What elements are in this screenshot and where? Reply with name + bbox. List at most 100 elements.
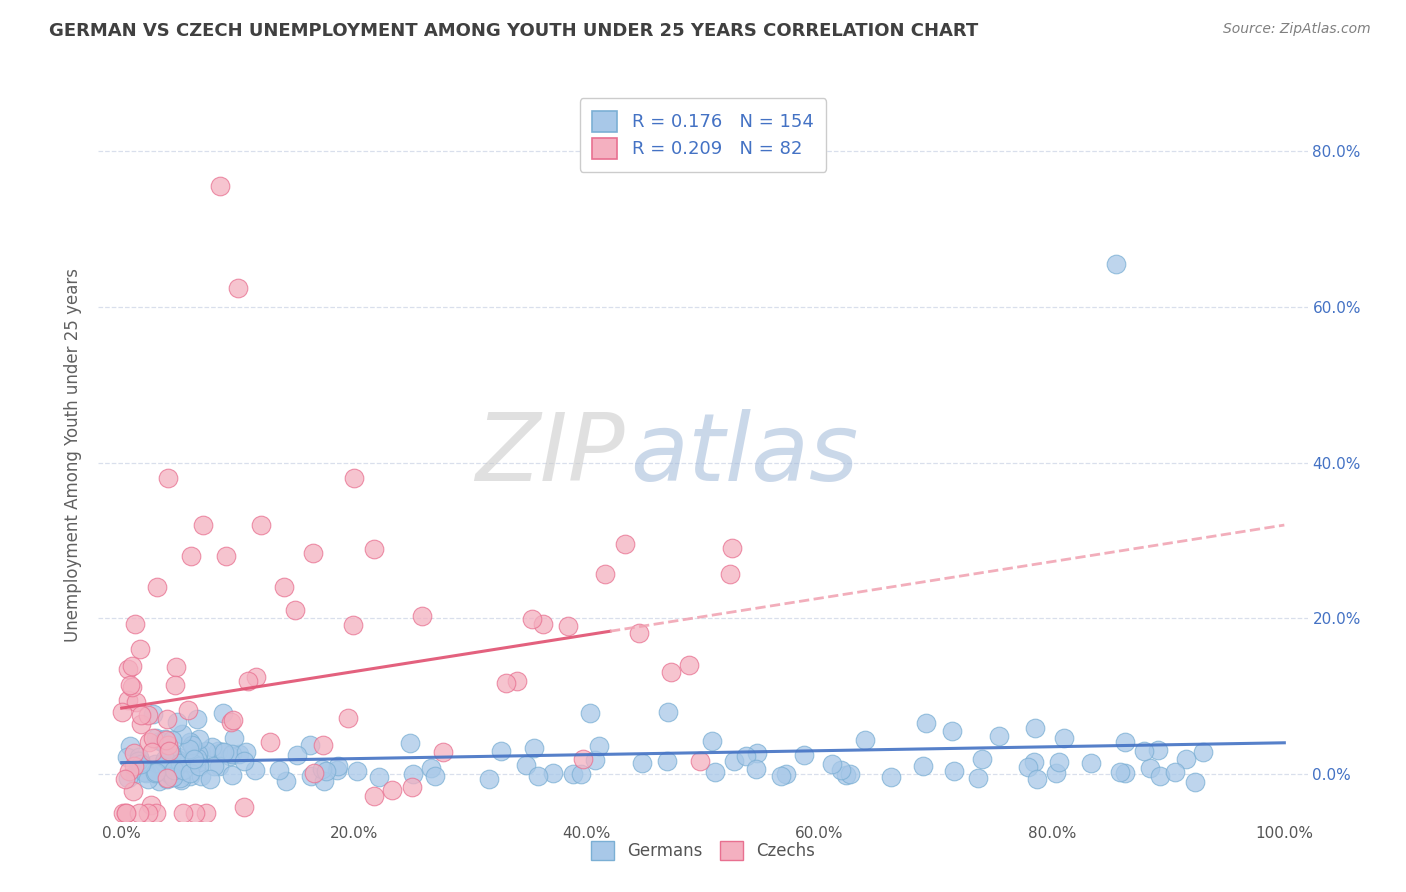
Point bbox=[515, 758, 537, 772]
Point bbox=[118, 764, 141, 778]
Point bbox=[131, 708, 153, 723]
Point bbox=[304, 766, 326, 780]
Point bbox=[138, 735, 160, 749]
Point bbox=[122, 759, 145, 773]
Point bbox=[1164, 765, 1187, 780]
Point bbox=[299, 738, 322, 752]
Point bbox=[111, 805, 134, 820]
Point bbox=[180, 549, 202, 563]
Point bbox=[157, 744, 180, 758]
Point bbox=[678, 657, 700, 672]
Point bbox=[188, 732, 211, 747]
Point bbox=[124, 766, 146, 780]
Point bbox=[221, 714, 243, 729]
Point bbox=[138, 764, 160, 778]
Point bbox=[583, 753, 606, 767]
Point bbox=[302, 546, 325, 560]
Point bbox=[1080, 756, 1102, 771]
Point bbox=[177, 742, 200, 756]
Point bbox=[129, 756, 152, 771]
Point bbox=[233, 754, 256, 768]
Point bbox=[156, 712, 179, 726]
Point bbox=[117, 771, 139, 785]
Point bbox=[212, 706, 235, 720]
Point bbox=[423, 769, 446, 783]
Point bbox=[420, 761, 443, 775]
Point bbox=[363, 542, 385, 557]
Point bbox=[215, 549, 238, 563]
Point bbox=[226, 280, 249, 294]
Point bbox=[134, 761, 156, 775]
Point bbox=[1053, 731, 1076, 746]
Point bbox=[398, 736, 420, 750]
Point bbox=[221, 747, 243, 761]
Point bbox=[136, 707, 159, 722]
Point bbox=[142, 706, 165, 721]
Point bbox=[579, 706, 602, 721]
Point bbox=[179, 766, 201, 780]
Point bbox=[141, 798, 163, 813]
Point bbox=[207, 744, 229, 758]
Point bbox=[700, 734, 723, 748]
Text: ZIP: ZIP bbox=[475, 409, 624, 500]
Point bbox=[118, 678, 141, 692]
Point bbox=[114, 772, 136, 786]
Point bbox=[381, 782, 404, 797]
Point bbox=[188, 755, 211, 769]
Point bbox=[124, 617, 146, 632]
Point bbox=[169, 756, 191, 770]
Point bbox=[143, 757, 166, 772]
Point bbox=[138, 764, 160, 779]
Point bbox=[129, 760, 152, 774]
Point bbox=[734, 748, 756, 763]
Point bbox=[141, 745, 163, 759]
Text: GERMAN VS CZECH UNEMPLOYMENT AMONG YOUTH UNDER 25 YEARS CORRELATION CHART: GERMAN VS CZECH UNEMPLOYMENT AMONG YOUTH… bbox=[49, 22, 979, 40]
Point bbox=[561, 767, 583, 781]
Point bbox=[1026, 772, 1049, 786]
Point bbox=[155, 733, 177, 747]
Point bbox=[134, 764, 156, 778]
Point bbox=[142, 731, 165, 746]
Point bbox=[186, 751, 208, 765]
Point bbox=[588, 739, 610, 753]
Point bbox=[172, 805, 194, 820]
Point bbox=[169, 771, 191, 785]
Text: Source: ZipAtlas.com: Source: ZipAtlas.com bbox=[1223, 22, 1371, 37]
Point bbox=[911, 759, 934, 773]
Point bbox=[170, 727, 193, 741]
Point bbox=[572, 752, 595, 766]
Point bbox=[190, 746, 212, 760]
Point bbox=[209, 179, 232, 194]
Point bbox=[569, 767, 592, 781]
Point bbox=[506, 673, 529, 688]
Point bbox=[159, 748, 181, 763]
Point bbox=[191, 518, 214, 533]
Point bbox=[165, 660, 187, 674]
Point bbox=[135, 765, 157, 780]
Point bbox=[159, 770, 181, 784]
Point bbox=[148, 773, 170, 788]
Point bbox=[411, 609, 433, 624]
Point bbox=[1133, 744, 1156, 758]
Point bbox=[145, 764, 167, 779]
Point bbox=[114, 805, 136, 820]
Point bbox=[180, 738, 202, 752]
Point bbox=[520, 612, 543, 626]
Point bbox=[235, 746, 257, 760]
Point bbox=[769, 768, 792, 782]
Point bbox=[1192, 745, 1215, 759]
Point bbox=[162, 750, 184, 764]
Point bbox=[1139, 761, 1161, 775]
Point bbox=[593, 567, 616, 582]
Point bbox=[149, 733, 172, 747]
Point bbox=[122, 784, 145, 798]
Point bbox=[152, 734, 174, 748]
Point bbox=[155, 738, 177, 752]
Point bbox=[972, 751, 994, 765]
Point bbox=[204, 759, 226, 773]
Point bbox=[880, 770, 903, 784]
Legend: Germans, Czechs: Germans, Czechs bbox=[585, 835, 821, 867]
Point bbox=[156, 753, 179, 767]
Point bbox=[311, 763, 333, 777]
Point bbox=[211, 745, 233, 759]
